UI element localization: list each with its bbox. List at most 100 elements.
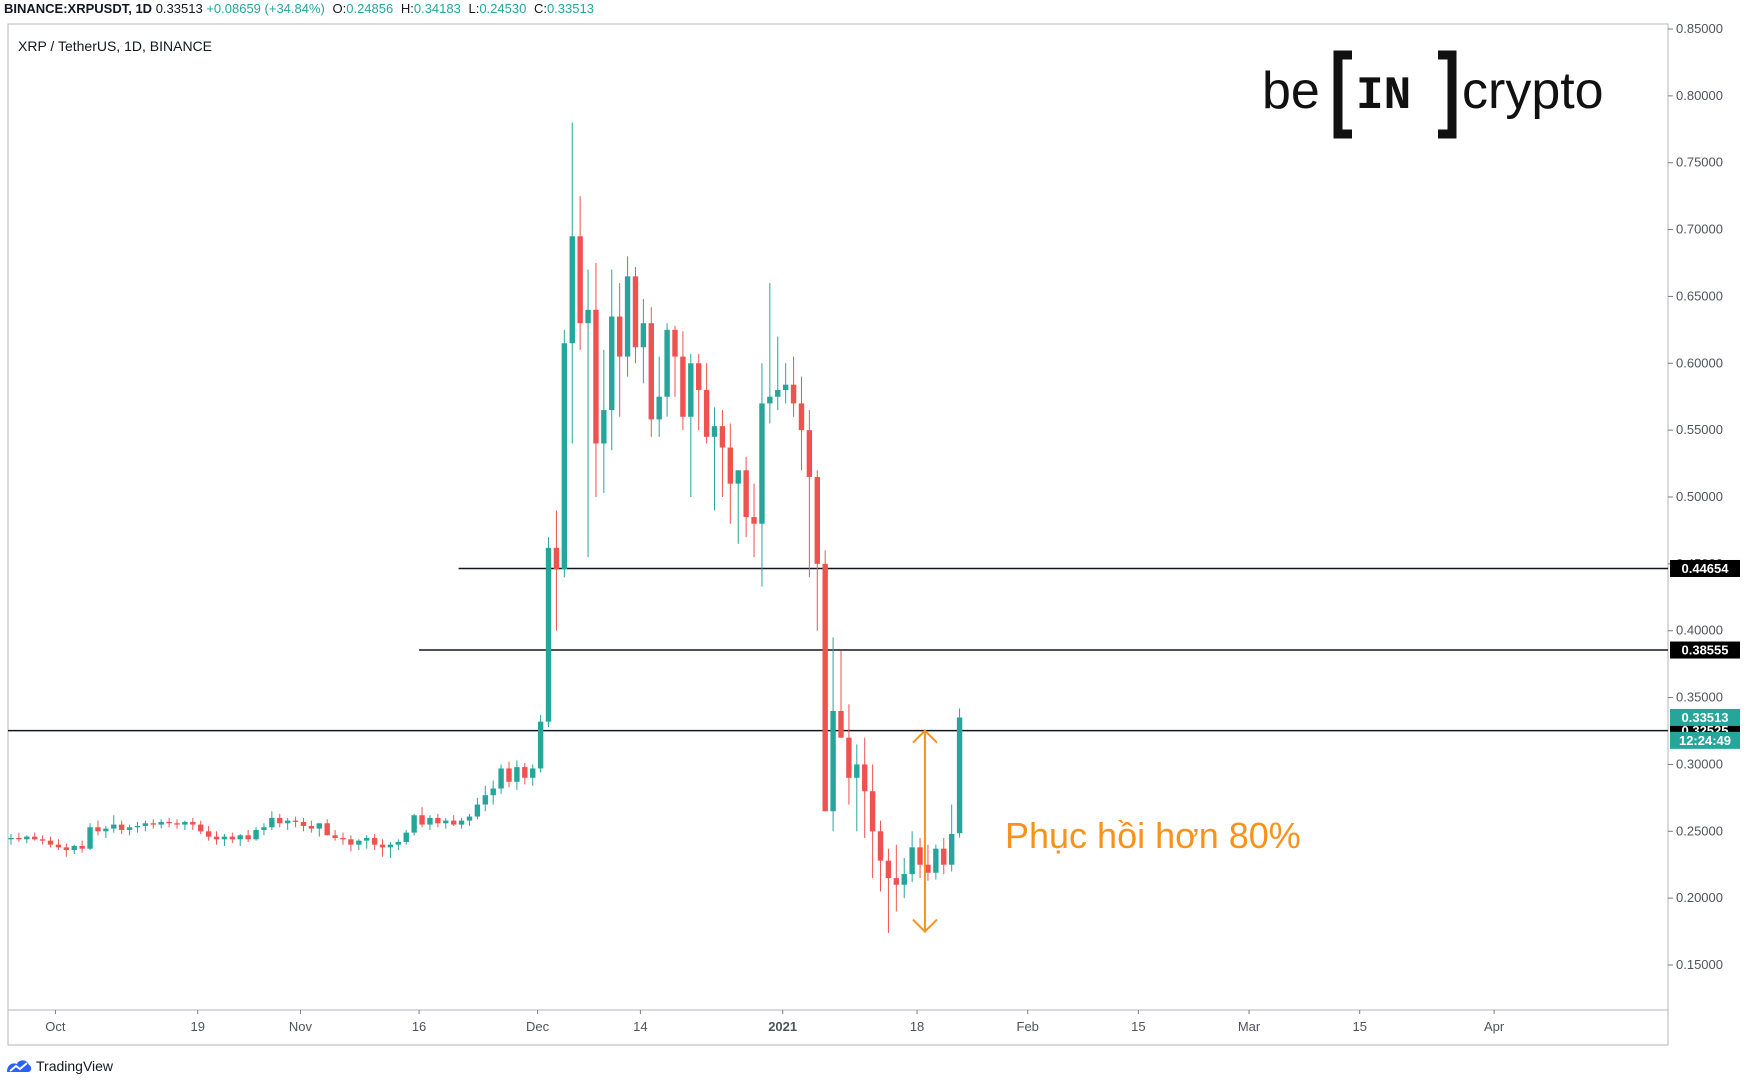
candle-body xyxy=(885,860,892,879)
candle-body xyxy=(948,833,955,865)
candle xyxy=(95,820,101,836)
candle-body xyxy=(862,764,868,792)
candle-body xyxy=(561,343,568,570)
recovery-annotation[interactable]: Phục hồi hơn 80% xyxy=(1005,815,1301,856)
candle xyxy=(616,283,623,417)
candle xyxy=(466,813,473,826)
plot-area[interactable] xyxy=(7,23,1669,1046)
candle xyxy=(300,817,307,832)
candle-body xyxy=(126,827,133,830)
low-label: L: xyxy=(468,1,480,16)
candle xyxy=(269,811,275,830)
candle-body xyxy=(284,820,291,824)
candle-body xyxy=(190,821,196,825)
candle xyxy=(703,363,710,444)
candle-body xyxy=(245,835,251,840)
candle-body xyxy=(498,768,504,789)
candle-body xyxy=(482,795,488,805)
candle-body xyxy=(411,815,417,833)
candle-body xyxy=(814,476,820,564)
candle-body xyxy=(466,816,473,821)
candle-body xyxy=(680,356,686,417)
time-axis[interactable]: Oct 19 Nov 16 Dec 14 2021 18 Feb 15 Mar 15 Apr xyxy=(45,1010,1505,1034)
close-label: C: xyxy=(533,1,547,16)
candle xyxy=(24,835,30,844)
candle xyxy=(862,737,868,838)
candle xyxy=(790,356,797,417)
candle-body xyxy=(8,837,14,840)
candle-body xyxy=(696,363,702,391)
current-price-tag-text: 0.33513 xyxy=(1682,710,1729,725)
candle-body xyxy=(688,363,694,417)
candle-body xyxy=(917,847,923,865)
candle xyxy=(111,815,117,833)
candle-body xyxy=(933,848,939,873)
candle xyxy=(71,844,77,855)
candle-body xyxy=(213,836,220,840)
price-axis[interactable]: 0.85000 0.80000 0.75000 0.70000 0.65000 0.600… xyxy=(1668,21,1723,972)
candle-body xyxy=(743,470,749,518)
horizontal-lines[interactable] xyxy=(8,567,1668,732)
candle-body xyxy=(790,384,797,404)
candle xyxy=(292,816,299,828)
candle xyxy=(877,820,884,892)
candle xyxy=(909,831,915,883)
candle-body xyxy=(142,823,149,826)
candle-body xyxy=(150,823,156,825)
candle xyxy=(126,824,133,836)
candle xyxy=(593,263,599,497)
line-price-tag-text: 0.44654 xyxy=(1682,561,1730,576)
candle-body xyxy=(703,390,710,437)
candle xyxy=(435,813,441,828)
candle-body xyxy=(221,836,228,840)
symbol-name[interactable]: BINANCE:XRPUSDT, 1D xyxy=(4,1,153,16)
candle xyxy=(901,858,907,899)
logo-be: be xyxy=(1262,62,1320,120)
candle-body xyxy=(522,767,528,778)
candle xyxy=(719,410,726,497)
candle xyxy=(941,837,947,875)
candle xyxy=(245,829,251,842)
candle xyxy=(925,844,931,881)
candle xyxy=(672,325,678,397)
candle-body xyxy=(79,845,85,849)
candle xyxy=(830,637,836,832)
candle-body xyxy=(711,426,718,437)
chart-title: XRP / TetherUS, 1D, BINANCE xyxy=(18,38,212,54)
candle xyxy=(854,744,860,832)
candle xyxy=(917,837,923,879)
candle-body xyxy=(656,396,662,420)
candle xyxy=(624,256,631,377)
candle-body xyxy=(348,839,354,845)
candle-body xyxy=(854,764,860,778)
recovery-arrow[interactable] xyxy=(912,729,938,933)
candle xyxy=(63,843,70,857)
candle-body xyxy=(877,831,884,861)
candle-body xyxy=(474,804,481,817)
candle-body xyxy=(569,236,575,344)
candle-body xyxy=(427,817,433,825)
candle-body xyxy=(182,821,188,825)
candle xyxy=(577,196,583,350)
price-chart[interactable]: XRP / TetherUS, 1D, BINANCE be IN crypto… xyxy=(0,0,1753,1050)
candle-body xyxy=(537,721,544,769)
candle xyxy=(609,269,615,451)
candle-body xyxy=(55,844,62,848)
candle-body xyxy=(846,737,852,778)
candle xyxy=(277,813,283,828)
price-tick-label: 0.75000 xyxy=(1676,155,1723,170)
candle xyxy=(32,832,38,841)
candle-body xyxy=(593,309,599,444)
candle xyxy=(118,820,125,834)
arrow-head-up xyxy=(912,729,938,744)
symbol-header: BINANCE:XRPUSDT, 1D 0.33513 +0.08659 (+3… xyxy=(0,0,1753,20)
open-label: O: xyxy=(332,1,347,16)
candle-body xyxy=(601,410,607,444)
line-price-tag: 0.44654 xyxy=(1670,559,1740,577)
candle-body xyxy=(277,817,283,824)
candle xyxy=(427,815,433,830)
tradingview-footer[interactable]: TradingView xyxy=(6,1056,113,1076)
arrow-head-down xyxy=(912,918,938,933)
candle-body xyxy=(158,821,164,825)
